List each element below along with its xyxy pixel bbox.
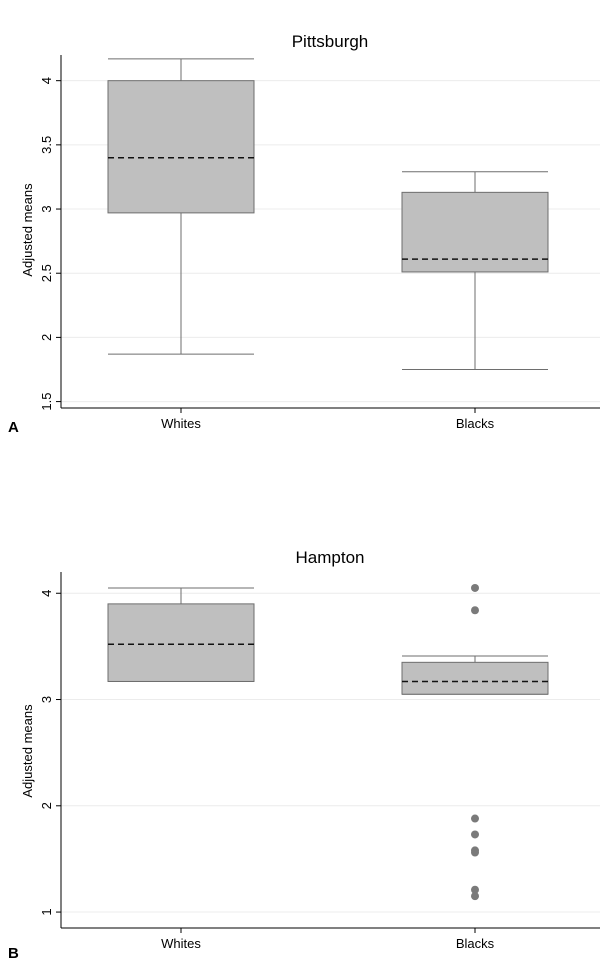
y-tick-label: 3.5 <box>39 136 54 154</box>
box <box>401 191 549 273</box>
outlier-point <box>471 583 479 592</box>
y-axis-label: Adjusted means <box>20 704 35 798</box>
y-axis-label: Adjusted means <box>20 183 35 277</box>
y-tick-label: 2.5 <box>39 264 54 282</box>
box <box>401 661 549 695</box>
panel-label: B <box>8 945 19 962</box>
panel-label: A <box>8 419 19 436</box>
y-tick-label: 4 <box>39 77 54 84</box>
y-tick-label: 3 <box>39 696 54 703</box>
y-tick-label: 2 <box>39 334 54 341</box>
y-tick-label: 3 <box>39 205 54 212</box>
outlier-point <box>471 892 479 901</box>
box <box>107 80 255 214</box>
chart-title: Hampton <box>296 548 365 567</box>
x-tick-label: Whites <box>161 936 201 951</box>
x-tick-label: Blacks <box>456 416 495 431</box>
y-tick-label: 1.5 <box>39 393 54 411</box>
outlier-point <box>471 885 479 894</box>
outlier-point <box>471 606 479 615</box>
outlier-point <box>471 830 479 839</box>
outlier-point <box>471 814 479 823</box>
panel-pittsburgh: Pittsburgh A Adjusted means 1.5 2 2.5 3 3.5 4… <box>8 32 600 436</box>
x-tick-label: Whites <box>161 416 201 431</box>
plot-area: 1.5 2 2.5 3 3.5 4 Whites Blacks <box>39 55 600 431</box>
chart-title: Pittsburgh <box>292 32 369 51</box>
x-tick-label: Blacks <box>456 936 495 951</box>
panel-hampton: Hampton B Adjusted means 1 2 3 4 Whites Black… <box>8 548 600 962</box>
plot-area: 1 2 3 4 Whites Blacks <box>39 572 600 951</box>
y-tick-label: 2 <box>39 802 54 809</box>
outlier-point <box>471 848 479 857</box>
box <box>107 603 255 682</box>
y-tick-label: 1 <box>39 908 54 915</box>
y-tick-label: 4 <box>39 590 54 597</box>
